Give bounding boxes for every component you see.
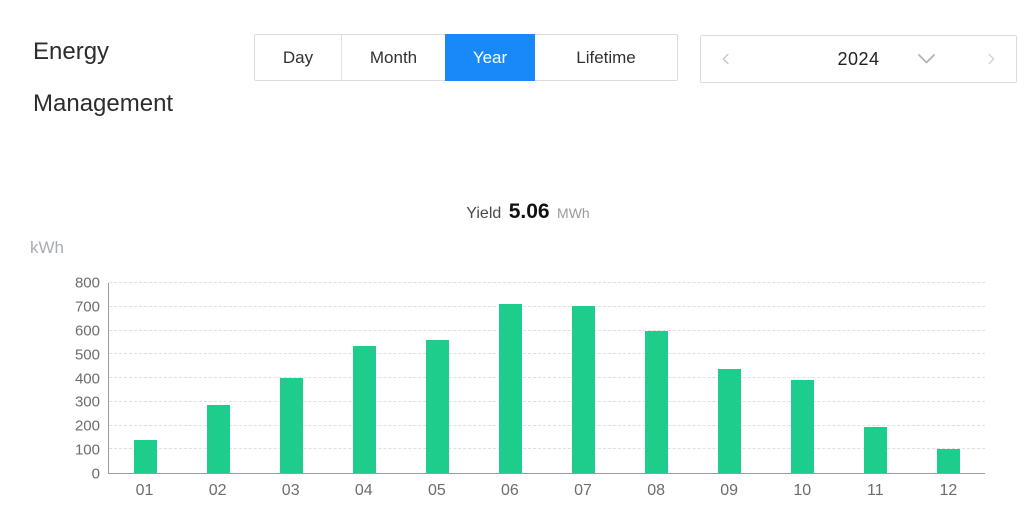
bar-band — [693, 283, 766, 473]
y-tick-label: 800 — [74, 274, 100, 292]
x-tick-label: 08 — [647, 482, 665, 499]
y-tick-label: 0 — [91, 465, 100, 483]
bar-band — [766, 283, 839, 473]
y-axis-ticks: 0 100 200 300 400 500 600 700 800 — [0, 276, 100, 482]
yield-value: 5.06 — [508, 200, 550, 223]
gridline — [109, 353, 985, 355]
x-tick-label: 09 — [720, 482, 739, 499]
chevron-left-icon[interactable] — [715, 36, 737, 82]
chart-bars — [109, 283, 985, 473]
year-dropdown[interactable]: 2024 — [737, 36, 980, 82]
x-tick-label: 10 — [793, 482, 812, 499]
year-value[interactable]: 2024 — [837, 48, 880, 69]
bar-03[interactable] — [280, 378, 303, 473]
gridline — [109, 400, 985, 402]
chevron-right-icon[interactable] — [980, 36, 1002, 82]
period-tab-group: Day Month Year Lifetime — [254, 34, 678, 81]
x-tick-label: 05 — [427, 482, 446, 499]
x-tick-label: 03 — [281, 482, 300, 499]
x-tick-label: 07 — [574, 482, 592, 499]
yield-unit: MWh — [557, 205, 590, 221]
x-tick-label: 12 — [939, 482, 958, 499]
bar-04[interactable] — [353, 345, 376, 473]
y-tick-label: 500 — [74, 346, 100, 364]
x-axis-ticks: 01 02 03 04 05 06 07 08 09 10 11 12 — [108, 482, 985, 500]
bar-band — [839, 283, 912, 473]
y-tick-label: 200 — [74, 417, 100, 435]
bar-09[interactable] — [718, 368, 741, 473]
bar-08[interactable] — [645, 330, 668, 473]
bar-02[interactable] — [207, 405, 230, 473]
y-tick-label: 600 — [74, 322, 100, 340]
gridline — [109, 282, 985, 283]
tab-month[interactable]: Month — [342, 35, 446, 80]
x-tick-label: 11 — [867, 482, 884, 499]
bar-05[interactable] — [426, 340, 449, 473]
bar-10[interactable] — [791, 380, 814, 473]
bar-band — [109, 283, 182, 473]
bar-12[interactable] — [937, 449, 960, 473]
tab-lifetime[interactable]: Lifetime — [535, 35, 677, 80]
yield-summary: Yield 5.06 MWh — [108, 200, 948, 224]
tab-year[interactable]: Year — [445, 34, 535, 81]
year-selector: 2024 — [700, 35, 1017, 83]
gridline — [109, 329, 985, 331]
y-tick-label: 100 — [74, 441, 100, 459]
bar-band — [474, 283, 547, 473]
bar-06[interactable] — [499, 304, 522, 473]
yield-label: Yield — [466, 205, 502, 222]
gridline — [109, 305, 985, 307]
y-axis-unit-label: kWh — [30, 238, 64, 257]
bar-band — [620, 283, 693, 473]
bar-01[interactable] — [134, 439, 157, 473]
gridline — [109, 448, 985, 450]
bar-07[interactable] — [572, 305, 595, 473]
bar-11[interactable] — [864, 426, 887, 473]
y-tick-label: 300 — [74, 393, 100, 411]
bar-band — [912, 283, 985, 473]
bar-band — [255, 283, 328, 473]
tab-day[interactable]: Day — [255, 35, 342, 80]
chart-plot-area — [108, 282, 985, 474]
bar-band — [182, 283, 255, 473]
y-tick-label: 700 — [74, 298, 100, 316]
bar-band — [328, 283, 401, 473]
bar-band — [401, 283, 474, 473]
bar-band — [547, 283, 620, 473]
gridline — [109, 377, 985, 378]
x-tick-label: 02 — [208, 482, 227, 499]
chevron-down-icon[interactable] — [917, 53, 936, 65]
x-tick-label: 01 — [135, 482, 154, 499]
x-tick-label: 04 — [354, 482, 373, 499]
gridline — [109, 424, 985, 426]
y-tick-label: 400 — [74, 370, 100, 387]
page-title: Energy Management — [33, 38, 174, 117]
x-tick-label: 06 — [501, 482, 519, 499]
